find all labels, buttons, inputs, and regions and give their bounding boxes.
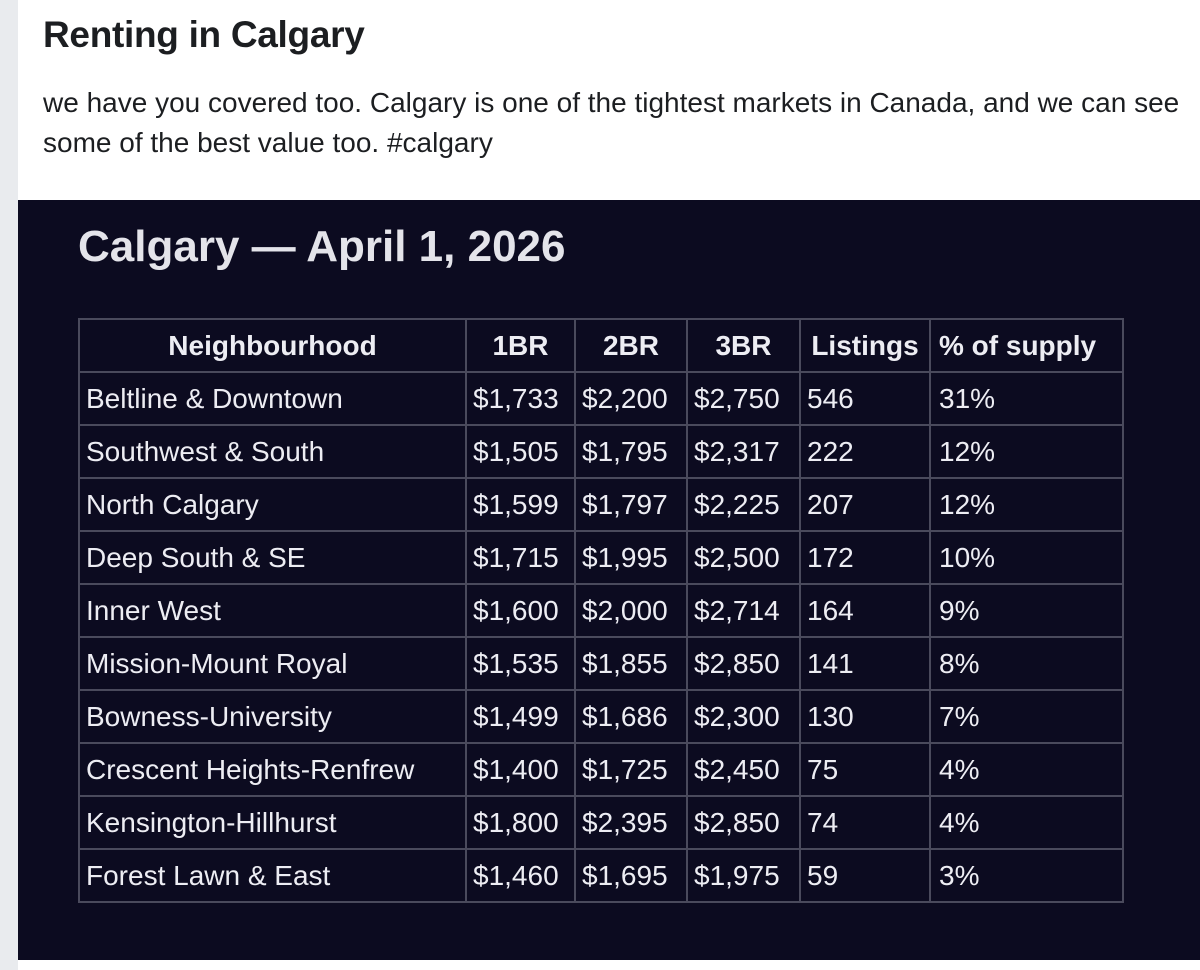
cell-supply: 12% <box>929 477 1124 532</box>
cell-listings: 222 <box>799 424 931 479</box>
cell-2br: $1,797 <box>574 477 688 532</box>
header-2br: 2BR <box>574 318 688 373</box>
cell-listings: 141 <box>799 636 931 691</box>
cell-neighbourhood: Southwest & South <box>78 424 467 479</box>
cell-listings: 59 <box>799 848 931 903</box>
cell-1br: $1,499 <box>465 689 576 744</box>
cell-3br: $2,450 <box>686 742 801 797</box>
cell-listings: 172 <box>799 530 931 585</box>
cell-supply: 9% <box>929 583 1124 638</box>
table-row: Mission-Mount Royal $1,535 $1,855 $2,850… <box>78 636 1124 691</box>
cell-2br: $1,695 <box>574 848 688 903</box>
cell-2br: $2,200 <box>574 371 688 426</box>
table-row: Deep South & SE $1,715 $1,995 $2,500 172… <box>78 530 1124 585</box>
cell-listings: 74 <box>799 795 931 850</box>
cell-2br: $1,725 <box>574 742 688 797</box>
card-bottom-edge <box>18 960 1200 970</box>
cell-2br: $2,000 <box>574 583 688 638</box>
cell-neighbourhood: Deep South & SE <box>78 530 467 585</box>
cell-1br: $1,505 <box>465 424 576 479</box>
cell-neighbourhood: Mission-Mount Royal <box>78 636 467 691</box>
cell-supply: 4% <box>929 742 1124 797</box>
cell-supply: 8% <box>929 636 1124 691</box>
cell-listings: 207 <box>799 477 931 532</box>
cell-supply: 31% <box>929 371 1124 426</box>
cell-supply: 7% <box>929 689 1124 744</box>
cell-neighbourhood: Forest Lawn & East <box>78 848 467 903</box>
cell-supply: 3% <box>929 848 1124 903</box>
cell-3br: $2,850 <box>686 795 801 850</box>
cell-1br: $1,400 <box>465 742 576 797</box>
cell-1br: $1,733 <box>465 371 576 426</box>
cell-listings: 130 <box>799 689 931 744</box>
cell-2br: $1,855 <box>574 636 688 691</box>
cell-neighbourhood: Bowness-University <box>78 689 467 744</box>
cell-neighbourhood: Inner West <box>78 583 467 638</box>
cell-3br: $2,500 <box>686 530 801 585</box>
table-row: Beltline & Downtown $1,733 $2,200 $2,750… <box>78 371 1124 426</box>
header-3br: 3BR <box>686 318 801 373</box>
cell-neighbourhood: Beltline & Downtown <box>78 371 467 426</box>
table-header-row: Neighbourhood 1BR 2BR 3BR Listings % of … <box>78 318 1124 373</box>
table-row: Inner West $1,600 $2,000 $2,714 164 9% <box>78 583 1124 638</box>
table-row: Forest Lawn & East $1,460 $1,695 $1,975 … <box>78 848 1124 903</box>
table-row: Bowness-University $1,499 $1,686 $2,300 … <box>78 689 1124 744</box>
cell-supply: 12% <box>929 424 1124 479</box>
post-card: Renting in Calgary we have you covered t… <box>18 0 1200 970</box>
cell-1br: $1,800 <box>465 795 576 850</box>
cell-neighbourhood: North Calgary <box>78 477 467 532</box>
cell-supply: 4% <box>929 795 1124 850</box>
rent-table: Neighbourhood 1BR 2BR 3BR Listings % of … <box>78 318 1124 903</box>
table-row: North Calgary $1,599 $1,797 $2,225 207 1… <box>78 477 1124 532</box>
table-row: Southwest & South $1,505 $1,795 $2,317 2… <box>78 424 1124 479</box>
cell-2br: $1,686 <box>574 689 688 744</box>
header-neighbourhood: Neighbourhood <box>78 318 467 373</box>
header-listings: Listings <box>799 318 931 373</box>
table-row: Crescent Heights-Renfrew $1,400 $1,725 $… <box>78 742 1124 797</box>
cell-3br: $2,225 <box>686 477 801 532</box>
cell-3br: $1,975 <box>686 848 801 903</box>
header-1br: 1BR <box>465 318 576 373</box>
cell-listings: 546 <box>799 371 931 426</box>
cell-3br: $2,714 <box>686 583 801 638</box>
cell-1br: $1,600 <box>465 583 576 638</box>
table-row: Kensington-Hillhurst $1,800 $2,395 $2,85… <box>78 795 1124 850</box>
cell-supply: 10% <box>929 530 1124 585</box>
post-title: Renting in Calgary <box>43 14 365 55</box>
cell-1br: $1,715 <box>465 530 576 585</box>
cell-3br: $2,850 <box>686 636 801 691</box>
cell-neighbourhood: Kensington-Hillhurst <box>78 795 467 850</box>
cell-listings: 164 <box>799 583 931 638</box>
image-title: Calgary — April 1, 2026 <box>78 222 566 271</box>
cell-listings: 75 <box>799 742 931 797</box>
cell-neighbourhood: Crescent Heights-Renfrew <box>78 742 467 797</box>
cell-3br: $2,300 <box>686 689 801 744</box>
cell-2br: $2,395 <box>574 795 688 850</box>
cell-3br: $2,750 <box>686 371 801 426</box>
cell-1br: $1,535 <box>465 636 576 691</box>
header-supply: % of supply <box>929 318 1124 373</box>
cell-2br: $1,995 <box>574 530 688 585</box>
cell-1br: $1,599 <box>465 477 576 532</box>
cell-2br: $1,795 <box>574 424 688 479</box>
cell-1br: $1,460 <box>465 848 576 903</box>
cell-3br: $2,317 <box>686 424 801 479</box>
post-image[interactable]: Calgary — April 1, 2026 Neighbourhood 1B… <box>18 200 1200 960</box>
post-body: we have you covered too. Calgary is one … <box>43 87 1180 158</box>
